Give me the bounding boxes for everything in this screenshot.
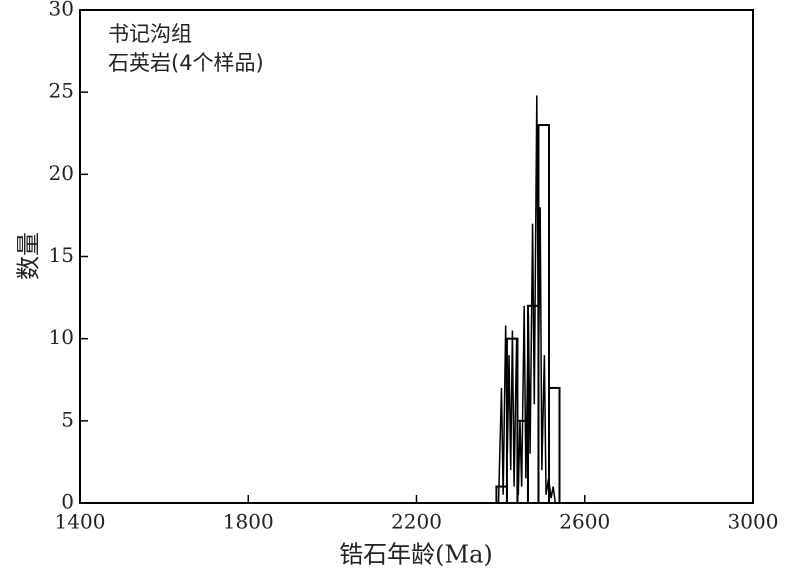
y-tick-label: 30 xyxy=(49,0,74,21)
x-tick-label: 2600 xyxy=(559,510,610,534)
y-tick-label: 15 xyxy=(49,243,74,267)
annotation: 书记沟组 xyxy=(108,22,192,46)
plot-frame xyxy=(79,9,754,504)
y-axis-label: 数量 xyxy=(15,232,43,280)
y-tick-label: 5 xyxy=(61,407,74,431)
y-tick-label: 25 xyxy=(49,79,74,103)
x-tick-label: 3000 xyxy=(728,510,779,534)
y-tick-label: 20 xyxy=(49,161,74,185)
histogram-bar xyxy=(547,386,561,505)
histogram-bar xyxy=(537,124,550,505)
x-tick-label: 1800 xyxy=(223,510,274,534)
y-tick-label: 0 xyxy=(61,490,74,514)
density-curve xyxy=(492,95,568,504)
x-tick-label: 2200 xyxy=(391,510,442,534)
x-tick-label: 1400 xyxy=(55,510,106,534)
x-axis-label: 锆石年龄(Ma) xyxy=(339,541,493,569)
annotation: 石英岩(4个样品) xyxy=(108,51,264,75)
y-tick-label: 10 xyxy=(49,325,74,349)
